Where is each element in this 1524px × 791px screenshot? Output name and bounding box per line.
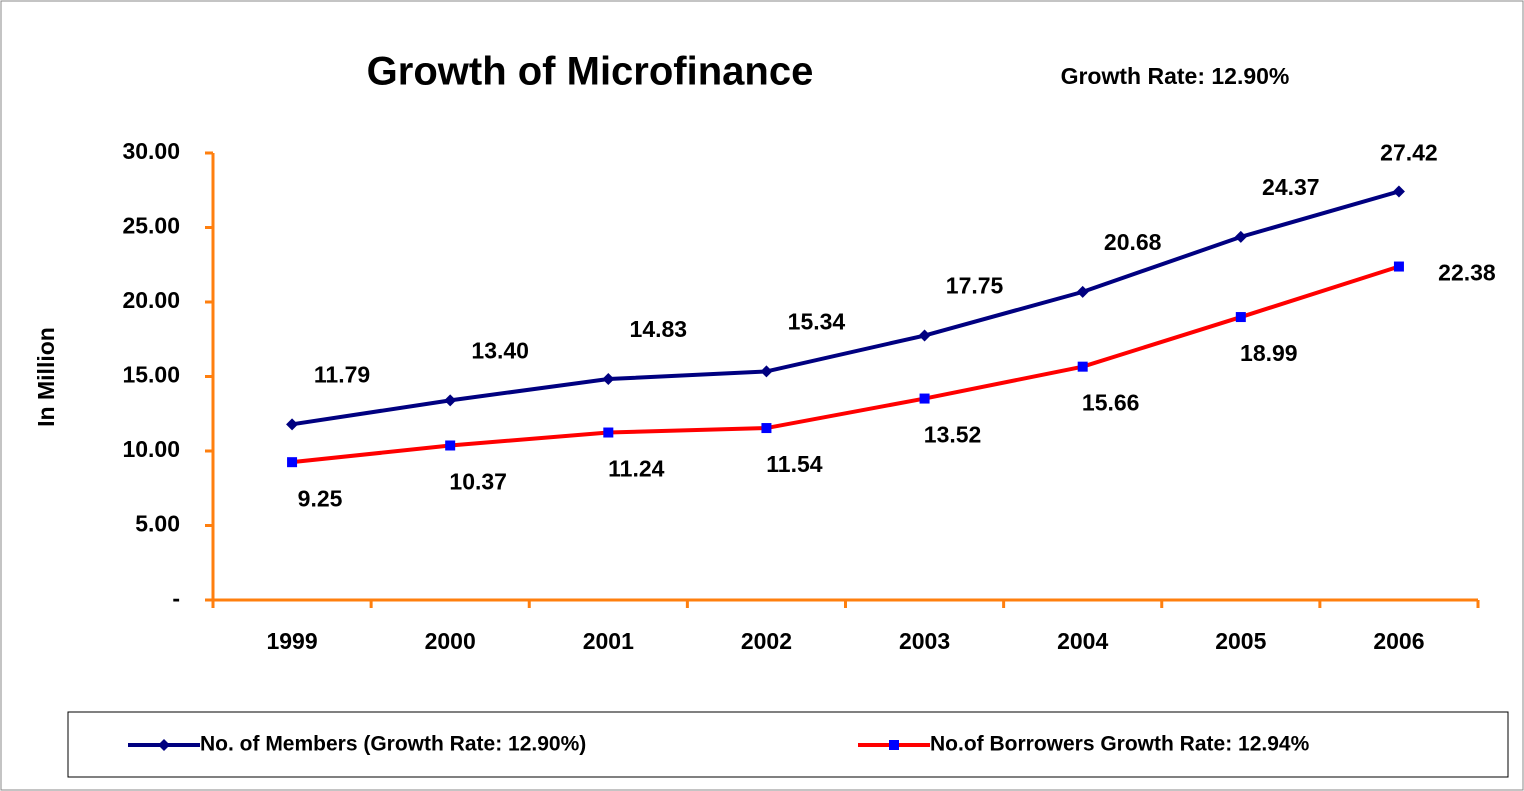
series-line [291,189,1400,427]
y-tick-label: 15.00 [122,362,180,388]
y-tick-label: 25.00 [122,213,180,239]
data-point [1393,261,1404,272]
data-point [1076,285,1089,298]
data-label: 11.79 [314,361,370,387]
data-label: 17.75 [946,273,1004,299]
chart-subtitle: Growth Rate: 12.90% [1061,63,1290,89]
data-point [286,418,299,431]
data-label: 13.40 [471,337,529,363]
data-label: 20.68 [1104,229,1162,255]
data-point [1234,230,1247,243]
x-tick-label: 2004 [1057,628,1108,654]
data-label: 27.42 [1380,140,1438,166]
x-tick-label: 2006 [1373,628,1424,654]
data-label: 15.34 [788,309,846,335]
x-tick-label: 1999 [266,628,317,654]
legend-box [67,711,1509,778]
x-tick-label: 2000 [425,628,476,654]
data-point [444,394,457,407]
y-tick-label: - [172,585,180,611]
data-label: 22.38 [1438,260,1496,286]
y-tick-label: 30.00 [122,138,180,164]
data-label: 13.52 [924,422,982,448]
x-tick-label: 2005 [1215,628,1266,654]
y-tick-label: 5.00 [135,511,180,537]
y-axis-label: In Million [33,327,59,427]
series-line [291,264,1400,465]
data-point [603,427,614,438]
y-tick-label: 10.00 [122,436,180,462]
data-label: 14.83 [630,316,688,342]
data-point [445,440,456,451]
legend-label: No.of Borrowers Growth Rate: 12.94% [930,733,1310,756]
data-point [1392,185,1405,198]
data-label: 9.25 [298,485,343,511]
data-point [602,373,615,386]
x-tick-label: 2001 [583,628,634,654]
data-label: 11.54 [766,451,822,477]
x-tick-label: 2002 [741,628,792,654]
data-point [760,365,773,378]
data-point [919,393,930,404]
y-tick-label: 20.00 [122,287,180,313]
data-point [918,329,931,342]
data-label: 15.66 [1082,390,1140,416]
x-tick-label: 2003 [899,628,950,654]
data-point [1235,312,1246,323]
data-point [761,423,772,434]
data-label: 11.24 [608,456,664,482]
data-label: 24.37 [1262,174,1320,200]
chart-title: Growth of Microfinance [367,50,814,94]
legend-marker [889,740,899,750]
legend-label: No. of Members (Growth Rate: 12.90%) [200,733,586,756]
legend-marker [158,739,170,751]
data-label: 10.37 [449,469,507,495]
data-point [1077,361,1088,372]
data-label: 18.99 [1240,340,1298,366]
data-point [287,457,298,468]
